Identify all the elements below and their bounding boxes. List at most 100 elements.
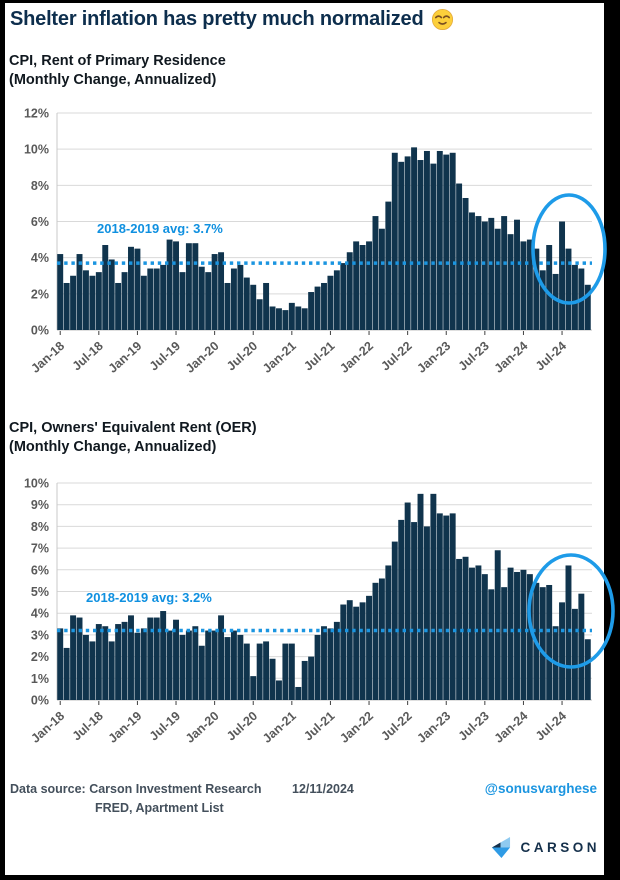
bar-Feb-23 [449, 152, 456, 330]
bar-Jan-21 [288, 643, 295, 700]
svg-text:12%: 12% [24, 107, 49, 121]
bar-Nov-21 [353, 606, 360, 700]
bar-Sep-24 [571, 608, 578, 700]
bar-Feb-18 [63, 282, 70, 330]
bar-Jul-23 [481, 221, 488, 330]
rent-chart-highlight-ellipse [531, 193, 607, 305]
oer-chart-bars [57, 493, 591, 700]
svg-text:10%: 10% [24, 477, 49, 491]
bar-Aug-18 [102, 626, 109, 700]
bar-Feb-20 [218, 252, 225, 330]
bar-Jul-21 [327, 628, 334, 700]
bar-Dec-18 [128, 246, 134, 330]
svg-text:Jul-22: Jul-22 [378, 339, 414, 374]
bar-Jul-18 [95, 272, 102, 330]
bar-May-18 [82, 270, 89, 330]
oer-chart-y-axis-labels: 0% 1% 2% 3% 4% 5% 6% 7% 8% 9% 10% [24, 477, 49, 708]
svg-text:10%: 10% [24, 143, 49, 157]
svg-text:2%: 2% [31, 650, 49, 664]
bar-Aug-20 [256, 643, 263, 700]
svg-text:Jul-24: Jul-24 [533, 709, 569, 744]
oer-chart-highlight-ellipse [527, 553, 615, 669]
svg-text:3%: 3% [31, 628, 49, 642]
svg-text:Jul-18: Jul-18 [70, 709, 106, 744]
bar-Apr-23 [462, 197, 469, 330]
bar-Jul-19 [173, 241, 179, 330]
relieved-face-emoji-icon [431, 8, 453, 31]
bar-Jan-20 [211, 254, 218, 330]
bar-May-21 [314, 634, 321, 700]
bar-Oct-20 [269, 658, 276, 700]
bar-Nov-18 [121, 621, 128, 700]
svg-text:6%: 6% [31, 215, 49, 229]
bar-Aug-18 [102, 245, 109, 330]
bar-Sep-18 [108, 641, 115, 700]
bar-Aug-21 [333, 621, 340, 700]
bar-Jun-22 [398, 519, 405, 700]
bar-Dec-21 [359, 602, 366, 700]
bar-Dec-18 [128, 615, 134, 700]
svg-text:Jul-23: Jul-23 [456, 709, 492, 744]
bar-Oct-18 [115, 624, 122, 700]
bar-Jan-18 [57, 254, 64, 330]
bar-Jul-18 [95, 624, 102, 700]
svg-text:Jan-24: Jan-24 [492, 709, 531, 746]
bar-Jan-19 [134, 632, 141, 700]
bar-Aug-23 [488, 589, 495, 700]
bar-May-23 [469, 212, 475, 330]
bar-Mar-18 [70, 275, 77, 330]
bar-Feb-19 [140, 628, 147, 700]
oer-chart-title-line1: CPI, Owners' Equivalent Rent (OER) [9, 420, 257, 436]
bar-Feb-20 [218, 615, 225, 700]
bar-Apr-21 [308, 656, 315, 700]
bar-Apr-20 [230, 630, 237, 700]
bar-Dec-23 [514, 219, 520, 330]
rent-avg-annotation: 2018-2019 avg: 3.7% [97, 221, 223, 236]
rent-chart-x-axis-labels: Jan-18 Jul-18 Jan-19 Jul-19 Jan-20 Jul-20 Jan-… [28, 331, 569, 376]
bar-Jan-20 [211, 630, 218, 700]
bar-Jun-24 [552, 273, 559, 330]
data-source-line2: FRED, Apartment List [95, 801, 224, 815]
bar-Sep-20 [263, 282, 270, 330]
oer-avg-annotation: 2018-2019 avg: 3.2% [86, 590, 212, 605]
bar-Apr-18 [76, 617, 83, 700]
bar-Jan-24 [520, 569, 527, 700]
bar-Mar-20 [224, 637, 231, 700]
bar-Jan-22 [366, 595, 373, 700]
svg-text:Jan-21: Jan-21 [260, 709, 299, 746]
bar-Jul-19 [173, 619, 179, 700]
bar-Apr-24 [539, 587, 546, 700]
bar-Jan-24 [520, 241, 527, 330]
carson-logo-icon [492, 837, 511, 858]
bar-May-21 [314, 286, 321, 330]
svg-text:Jan-24: Jan-24 [492, 339, 531, 376]
bar-Jan-19 [134, 248, 141, 330]
svg-text:7%: 7% [31, 542, 49, 556]
bar-Jun-23 [475, 216, 482, 330]
svg-text:Jul-23: Jul-23 [456, 339, 492, 374]
page-title: Shelter inflation has pretty much normal… [10, 8, 454, 31]
bar-Jun-23 [475, 565, 482, 700]
svg-text:Jul-20: Jul-20 [224, 339, 260, 374]
bar-Feb-22 [372, 582, 379, 700]
svg-text:Jan-21: Jan-21 [260, 339, 299, 376]
bar-Apr-23 [462, 556, 469, 700]
bar-Feb-21 [295, 306, 302, 330]
bar-Apr-24 [539, 270, 546, 330]
bar-Mar-23 [456, 558, 463, 700]
bar-Nov-18 [121, 272, 128, 330]
bar-Sep-23 [494, 550, 501, 700]
carson-logo-text: CARSON [520, 840, 600, 855]
bar-May-22 [391, 152, 398, 330]
rent-chart-y-axis-labels: 0% 2% 4% 6% 8% 10% 12% [24, 107, 49, 338]
bar-May-18 [82, 634, 89, 700]
bar-Aug-22 [411, 522, 418, 700]
bar-Jul-20 [250, 284, 257, 330]
bar-Feb-23 [449, 513, 456, 700]
svg-text:Jul-19: Jul-19 [147, 339, 183, 374]
svg-text:Jul-20: Jul-20 [224, 709, 260, 744]
bar-Jan-21 [288, 302, 295, 330]
bar-May-24 [546, 245, 553, 330]
svg-text:4%: 4% [31, 607, 49, 621]
